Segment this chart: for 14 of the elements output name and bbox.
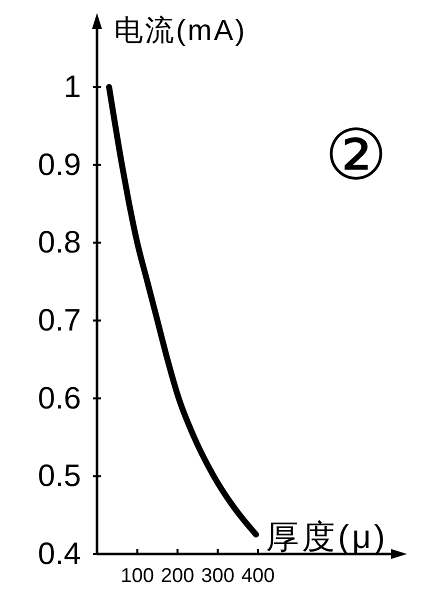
- y-tick-label: 0.8: [38, 224, 81, 260]
- y-axis-title: 电流(mA): [114, 15, 247, 47]
- annotation: ②: [324, 116, 388, 194]
- x-tick-label: 400: [241, 565, 275, 588]
- x-axis-title: 厚度(μ): [266, 518, 388, 555]
- x-tick-label: 100: [120, 565, 154, 588]
- y-tick-label: 1: [64, 68, 81, 104]
- y-tick-label: 0.7: [38, 302, 81, 338]
- y-tick-label: 0.9: [38, 146, 81, 182]
- x-tick-label: 200: [160, 565, 194, 588]
- x-tick-label: 300: [201, 565, 234, 588]
- y-tick-label: 0.5: [38, 458, 81, 494]
- y-tick-label: 0.4: [38, 536, 81, 571]
- y-tick-label: 0.6: [38, 380, 81, 416]
